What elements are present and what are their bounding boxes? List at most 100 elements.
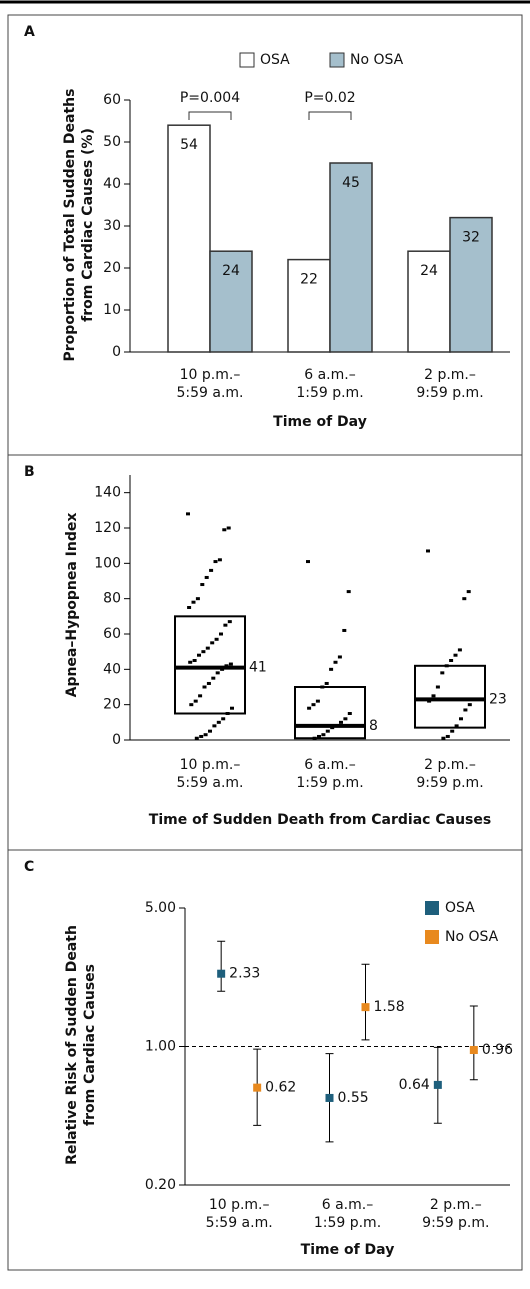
y-axis-label: from Cardiac Causes (%) (80, 128, 96, 322)
data-point (187, 606, 192, 609)
data-point (194, 736, 199, 740)
data-point (441, 736, 446, 740)
data-point (216, 720, 221, 724)
x-tick-label: 2 p.m.– (430, 1197, 482, 1213)
data-point (444, 664, 449, 668)
y-tick-label: 0 (112, 344, 121, 360)
x-tick-label: 6 a.m.– (304, 757, 355, 773)
y-tick-label: 0 (112, 732, 121, 748)
x-tick-label: 10 p.m.– (180, 757, 241, 773)
annotation: P=0.004 (180, 90, 240, 106)
bar (449, 216, 493, 353)
y-tick-label: 60 (103, 92, 121, 108)
value-label: 0.64 (399, 1077, 430, 1093)
y-tick-label: 30 (103, 218, 121, 234)
data-point (426, 549, 430, 553)
bar (329, 162, 373, 353)
x-tick-label: 6 a.m.– (322, 1197, 373, 1213)
data-point (204, 575, 209, 579)
data-point (433, 1080, 442, 1089)
bar (209, 250, 253, 353)
data-point (459, 717, 463, 721)
panel-letter: B (24, 464, 35, 480)
data-point (324, 681, 329, 685)
data-point (213, 560, 218, 564)
data-point (325, 729, 330, 733)
x-tick-label: 9:59 p.m. (416, 775, 483, 791)
legend-label: OSA (445, 900, 475, 916)
y-tick-label: 40 (103, 661, 121, 677)
legend-swatch (329, 52, 345, 68)
value-label: 0.96 (482, 1042, 513, 1058)
data-point (211, 676, 216, 680)
data-point (219, 632, 223, 636)
value-label: 1.58 (374, 999, 405, 1015)
data-point (203, 733, 208, 737)
data-point (325, 1093, 334, 1102)
data-point (198, 694, 203, 698)
data-point (320, 685, 325, 689)
data-point (202, 685, 207, 689)
x-axis-label: Time of Sudden Death from Cardiac Causes (149, 812, 491, 828)
x-tick-label: 6 a.m.– (304, 367, 355, 383)
data-point (188, 660, 193, 664)
data-point (463, 708, 468, 712)
value-label: 22 (300, 272, 318, 288)
value-label: 32 (462, 230, 480, 246)
data-point (197, 653, 201, 657)
data-point (342, 628, 347, 632)
annotation: P=0.02 (304, 90, 355, 106)
data-point (454, 724, 459, 728)
error-bar (361, 963, 370, 1041)
data-point (457, 648, 462, 652)
data-point (453, 653, 458, 657)
data-point (307, 706, 312, 710)
y-tick-label: 50 (103, 134, 121, 150)
x-tick-label: 5:59 a.m. (206, 1215, 273, 1231)
y-tick-label: 100 (94, 555, 121, 571)
data-point (315, 699, 320, 703)
y-tick-label: 1.00 (145, 1039, 176, 1055)
x-axis-label: Time of Day (301, 1242, 395, 1258)
data-point (210, 641, 215, 645)
median-label: 23 (489, 691, 507, 707)
significance-bracket (188, 111, 232, 120)
value-label: 0.55 (338, 1090, 369, 1106)
value-label: 54 (180, 137, 198, 153)
data-point (189, 703, 194, 707)
data-point (200, 583, 205, 587)
data-point (230, 706, 234, 710)
value-label: 24 (222, 263, 240, 279)
x-tick-label: 9:59 p.m. (422, 1215, 489, 1231)
x-tick-label: 1:59 p.m. (314, 1215, 381, 1231)
legend-label: No OSA (445, 929, 499, 945)
legend-swatch (239, 52, 255, 68)
data-point (193, 699, 198, 703)
y-axis-label: Relative Risk of Sudden Death (64, 925, 80, 1165)
data-point (466, 590, 471, 594)
x-tick-label: 2 p.m.– (424, 757, 476, 773)
value-label: 0.62 (265, 1080, 296, 1096)
data-point (222, 528, 227, 532)
y-axis-label: from Cardiac Causes (82, 964, 98, 1126)
error-bar (217, 940, 226, 992)
data-point (333, 660, 338, 664)
data-point (192, 659, 197, 662)
data-point (225, 712, 230, 715)
box (294, 686, 366, 740)
data-point (467, 703, 472, 707)
y-tick-label: 140 (94, 485, 121, 501)
box (174, 615, 246, 715)
y-tick-label: 40 (103, 176, 121, 192)
y-tick-label: 60 (103, 626, 121, 642)
data-point (435, 685, 440, 689)
y-tick-label: 0.20 (145, 1177, 176, 1193)
panel-letter: A (24, 24, 35, 40)
data-point (347, 712, 352, 715)
data-point (227, 620, 232, 624)
legend-label: OSA (260, 52, 290, 68)
data-point (195, 597, 200, 601)
legend-swatch (425, 901, 439, 915)
data-point (226, 526, 231, 530)
data-point (329, 667, 334, 671)
